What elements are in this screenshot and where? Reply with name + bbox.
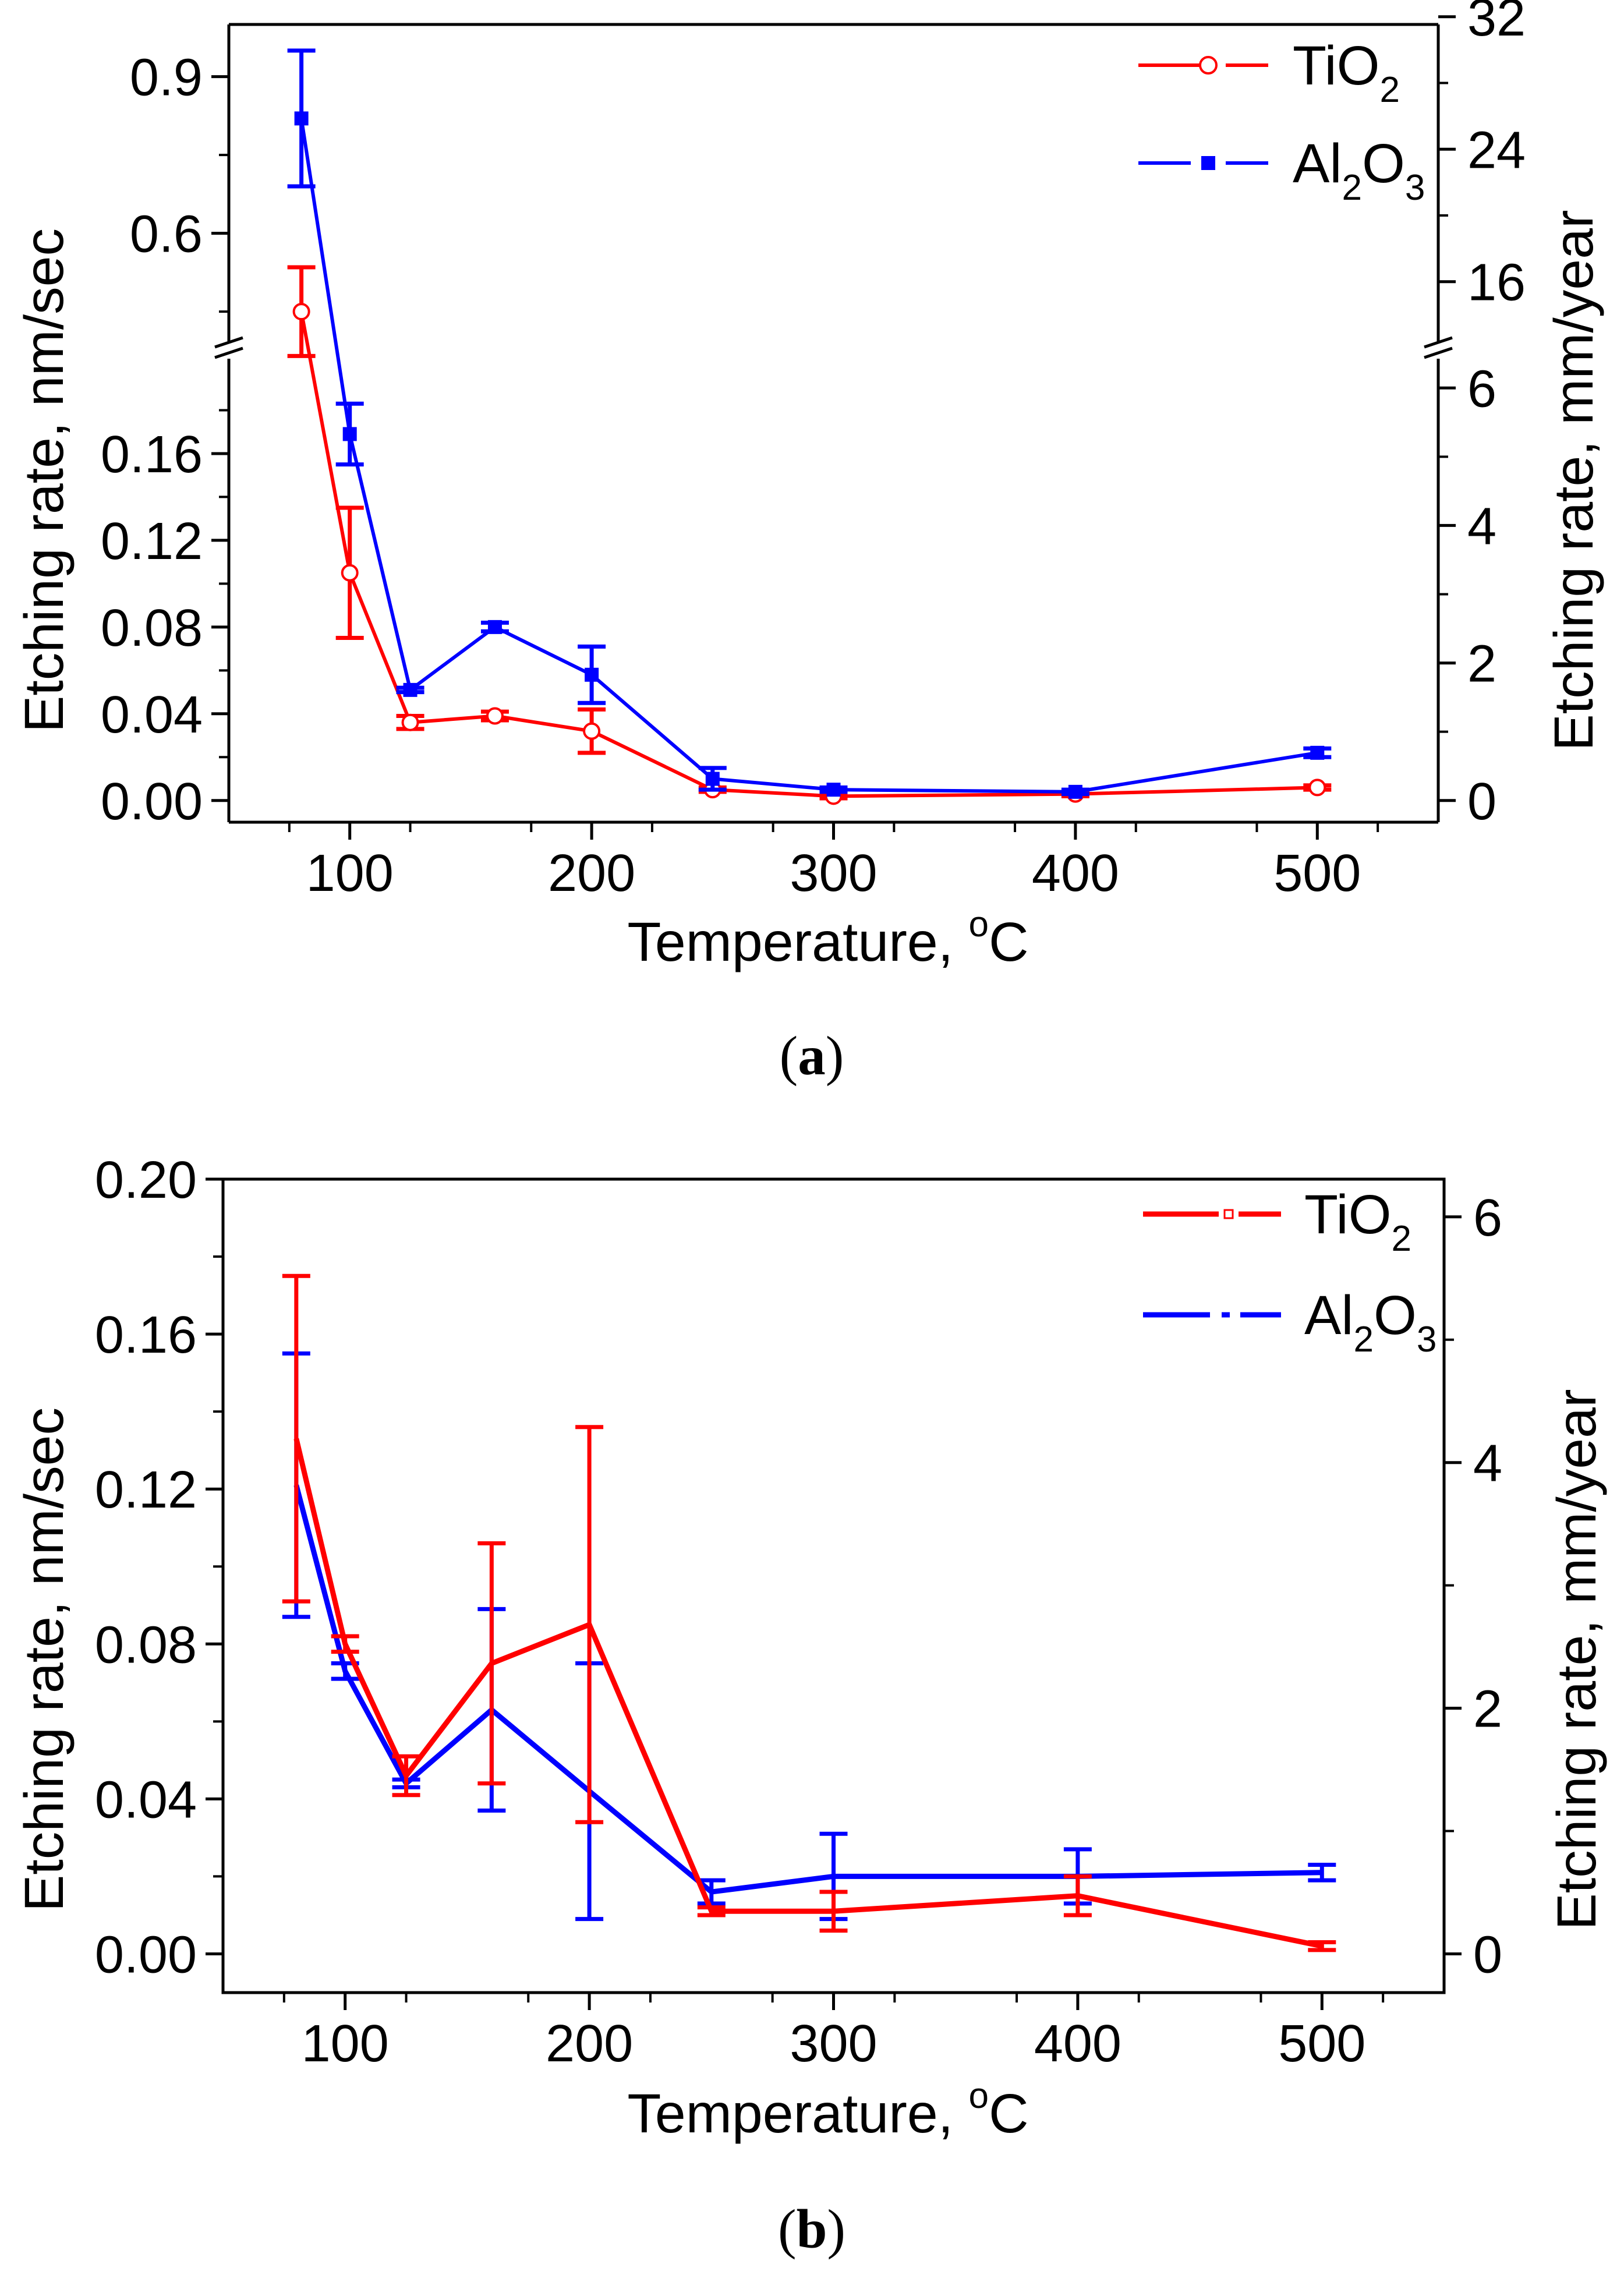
- panel-a-xtick-label: 200: [548, 844, 635, 903]
- panel-a-point-tio2: [583, 722, 601, 740]
- panel-a-point-al2o3: [585, 667, 599, 682]
- panel-a-xlabel-text: Temperature,: [627, 911, 968, 973]
- panel-b-ytick-label: 0.16: [95, 1306, 197, 1364]
- panel-a-point-tio2: [292, 303, 310, 321]
- panel-a-axes: 100 200 300 400 500 0.00 0.04 0.08 0.12 0.16 0.6 0.…: [101, 0, 1526, 903]
- panel-a-xlabel-degree: o: [969, 904, 989, 944]
- panel-a-ytick-label: 0.12: [101, 512, 203, 571]
- panel-a-point-tio2: [401, 713, 419, 731]
- panel-a-point-tio2: [486, 707, 504, 725]
- panel-a-legend-al2o3-label: Al2O3: [1293, 133, 1425, 208]
- panel-b-xlabel-degree: o: [969, 2076, 989, 2116]
- panel-a-legend-tio2-marker: [1199, 56, 1218, 75]
- panel-a-xlabel-unit: C: [989, 911, 1029, 973]
- panel-a-point-al2o3: [826, 783, 841, 797]
- panel-b-ytick-right-label: 4: [1473, 1435, 1502, 1493]
- panel-b-xlabel: Temperature, oC: [627, 2076, 1028, 2145]
- panel-a-break-mark-right-1: [1424, 336, 1453, 349]
- panel-b-caption: (b): [778, 2198, 845, 2260]
- panel-a-legend-tio2: TiO2: [1138, 35, 1400, 110]
- panel-a-xtick-label: 300: [790, 844, 877, 903]
- panel-a-break-mark-right-2: [1424, 346, 1453, 359]
- panel-a-point-al2o3: [342, 427, 357, 441]
- panel-a-xtick-label: 400: [1032, 844, 1119, 903]
- panel-a-ytick-right-upper-label: 16: [1467, 254, 1526, 312]
- panel-a-ytick-label: 0.08: [101, 599, 203, 657]
- panel-a-ytick-right-upper-label: 24: [1467, 121, 1526, 179]
- panel-a-point-al2o3: [1310, 745, 1325, 760]
- panel-a-legend-al2o3-marker: [1201, 156, 1215, 170]
- panel-a-ytick-right-label: 6: [1467, 360, 1496, 418]
- panel-a-point-al2o3: [1068, 784, 1082, 799]
- panel-b-ytick-label: 0.04: [95, 1771, 197, 1829]
- panel-a-legend-al2o3: Al2O3: [1138, 133, 1425, 208]
- panel-b-legend-tio2-label: TiO2: [1304, 1184, 1411, 1259]
- panel-b-ytick-label: 0.08: [95, 1616, 197, 1674]
- panel-a-ylabel-right: Etching rate, mm/year: [1543, 210, 1605, 751]
- panel-b-ylabel-right: Etching rate, mm/year: [1546, 1389, 1608, 1930]
- panel-a-marks: [287, 48, 1332, 805]
- panel-b-xtick-label: 200: [546, 2015, 633, 2073]
- panel-a-ytick-right-label: 0: [1467, 773, 1496, 831]
- panel-a-xtick-label: 100: [306, 844, 394, 903]
- panel-a-xtick-label: 500: [1273, 844, 1361, 903]
- panel-a-ytick-label-upper: 0.9: [130, 49, 203, 107]
- panel-a-ytick-label-upper: 0.6: [130, 206, 203, 264]
- panel-b-xtick-label: 300: [790, 2015, 877, 2073]
- panel-a-break-mark-left-1: [214, 336, 243, 349]
- panel-b-ytick-label: 0.20: [95, 1151, 197, 1209]
- panel-b-axes: 100 200 300 400 500 0.00 0.04 0.08 0.12 0.16 0.20 0…: [95, 1151, 1502, 2073]
- panel-a-ytick-label: 0.00: [101, 773, 203, 831]
- panel-a-ylabel-left: Etching rate, nm/sec: [13, 228, 75, 733]
- panel-b-ytick-right-label: 0: [1473, 1926, 1502, 1984]
- panel-a-point-tio2: [341, 564, 359, 582]
- panel-b-legend-al2o3-label: Al2O3: [1304, 1285, 1437, 1360]
- panel-a-ytick-label: 0.04: [101, 686, 203, 744]
- panel-b-xlabel-unit: C: [989, 2083, 1029, 2145]
- panel-b-legend-al2o3: Al2O3: [1143, 1285, 1437, 1360]
- panel-a-caption: (a): [780, 1025, 844, 1087]
- panel-b-legend-tio2: TiO2: [1143, 1184, 1411, 1259]
- panel-b-ytick-right-label: 2: [1473, 1680, 1502, 1739]
- panel-b-xtick-label: 100: [302, 2015, 389, 2073]
- panel-b-legend-tio2-marker: [1223, 1209, 1234, 1219]
- panel-a-legend: TiO2 Al2O3: [1138, 35, 1425, 208]
- panel-a-point-al2o3: [294, 111, 309, 126]
- panel-b-line-tio2: [293, 1438, 1323, 1949]
- panel-a-ytick-right-label: 2: [1467, 635, 1496, 694]
- panel-a-ytick-right-label: 4: [1467, 497, 1496, 556]
- panel-a-point-al2o3: [487, 620, 502, 634]
- panel-a-point-al2o3: [403, 682, 418, 697]
- panel-a-ytick-right-upper-label: 32: [1467, 0, 1526, 47]
- panel-b-marks: [282, 1273, 1336, 1952]
- panel-a-legend-tio2-label: TiO2: [1293, 35, 1400, 110]
- panel-b-ytick-label: 0.00: [95, 1926, 197, 1984]
- panel-a-point-al2o3: [705, 772, 720, 786]
- panel-a-xlabel: Temperature, oC: [627, 904, 1028, 973]
- panel-a-break-mark-left-2: [214, 346, 243, 359]
- panel-b-ylabel-left: Etching rate, nm/sec: [13, 1407, 75, 1912]
- panel-b-ytick-right-label: 6: [1473, 1189, 1502, 1247]
- panel-a-ytick-label: 0.16: [101, 426, 203, 484]
- chart-panel-a: 100 200 300 400 500 0.00 0.04 0.08 0.12 0.16 0.6 0.…: [13, 0, 1605, 1087]
- panel-b-xlabel-text: Temperature,: [627, 2083, 968, 2145]
- panel-b-xtick-label: 500: [1278, 2015, 1365, 2073]
- panel-b-xtick-label: 400: [1034, 2015, 1121, 2073]
- panel-b-ytick-label: 0.12: [95, 1461, 197, 1519]
- chart-panel-b: 100 200 300 400 500 0.00 0.04 0.08 0.12 0.16 0.20 0…: [13, 1151, 1608, 2260]
- panel-a-point-tio2: [1308, 779, 1326, 797]
- panel-b-legend: TiO2 Al2O3: [1143, 1184, 1437, 1360]
